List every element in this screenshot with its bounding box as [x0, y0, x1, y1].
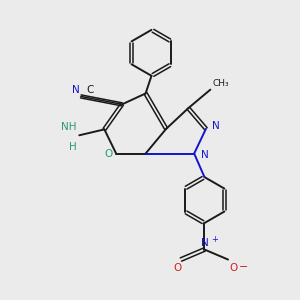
Text: O: O — [173, 263, 181, 273]
Text: O: O — [230, 263, 238, 273]
Text: C: C — [86, 85, 94, 95]
Text: O: O — [105, 148, 113, 158]
Text: −: − — [239, 262, 249, 272]
Text: CH₃: CH₃ — [213, 79, 229, 88]
Text: NH: NH — [61, 122, 76, 132]
Text: N: N — [201, 150, 208, 160]
Text: H: H — [69, 142, 76, 152]
Text: N: N — [212, 121, 220, 131]
Text: N: N — [72, 85, 79, 95]
Text: N: N — [201, 238, 208, 248]
Text: +: + — [211, 235, 218, 244]
